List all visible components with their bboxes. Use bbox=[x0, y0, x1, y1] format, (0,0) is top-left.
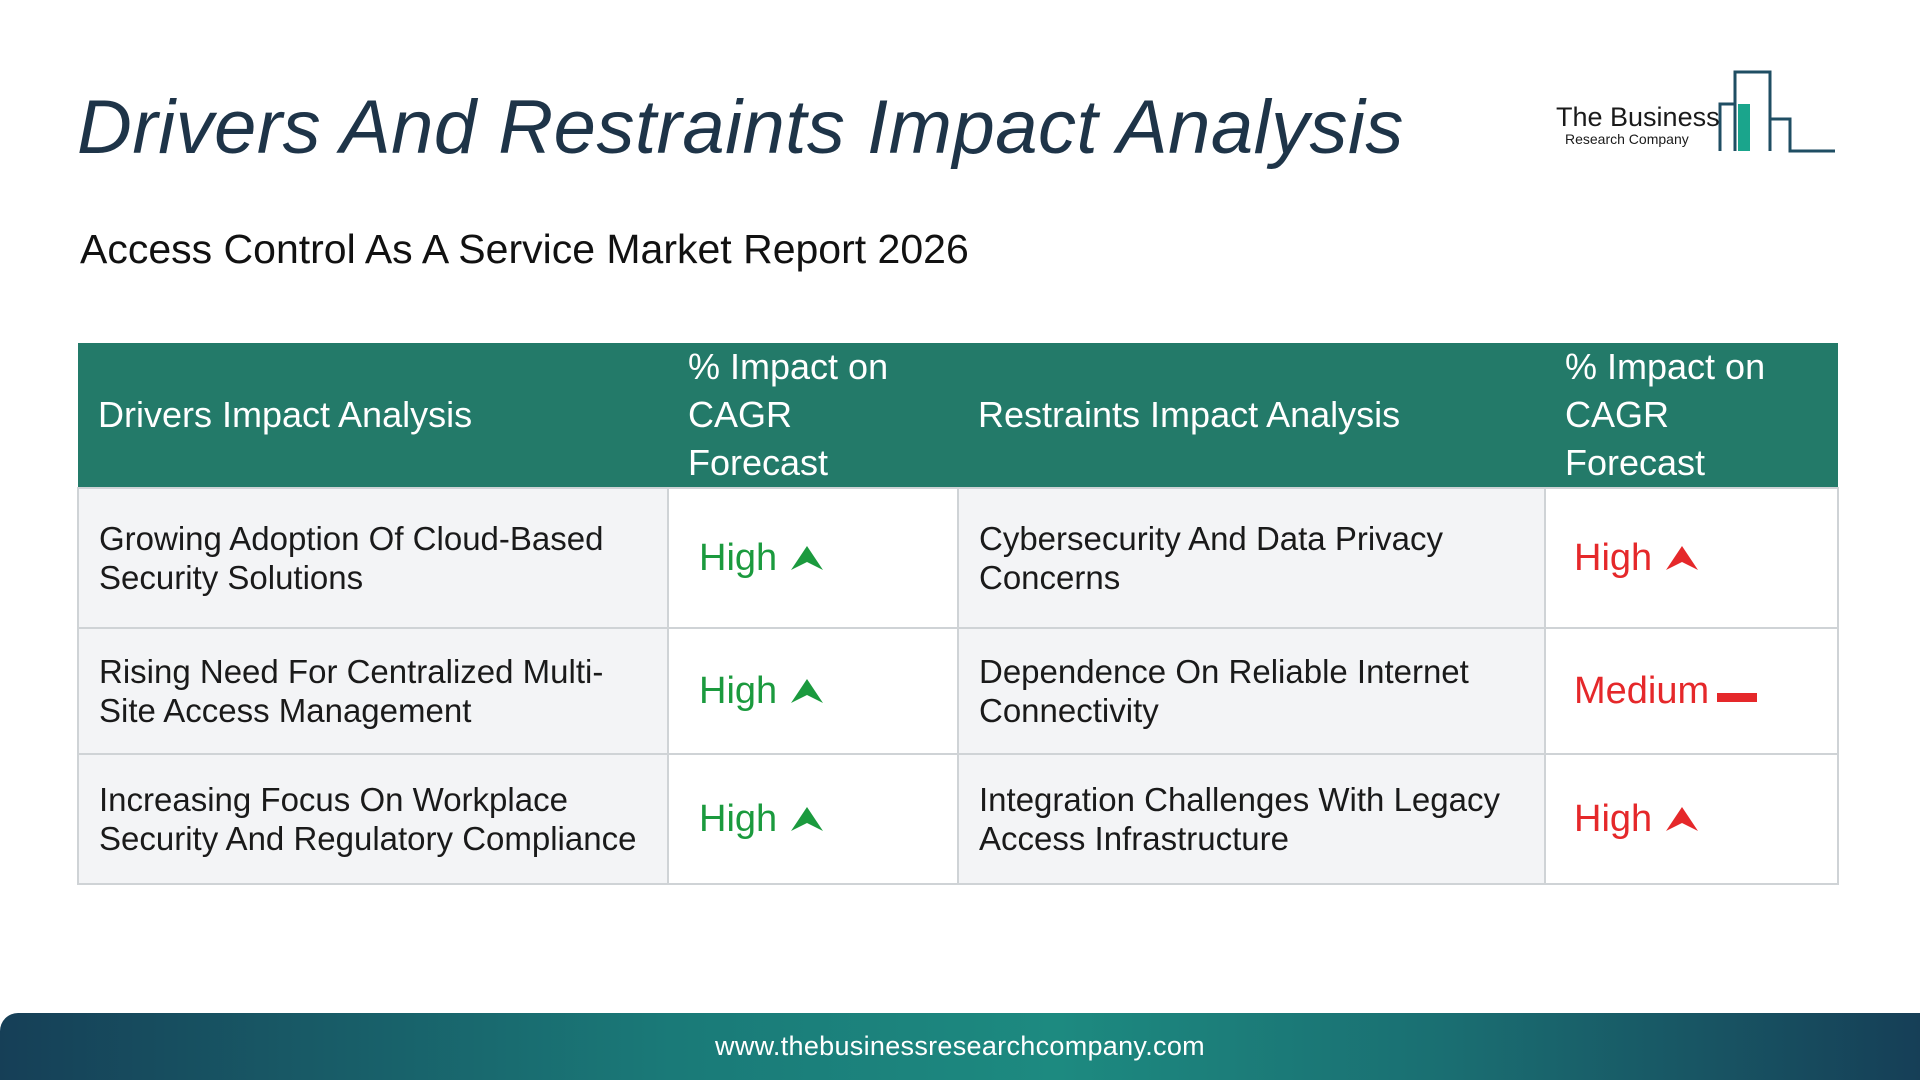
impact-label: Medium bbox=[1574, 669, 1710, 712]
logo-tagline: Research Company bbox=[1565, 131, 1689, 147]
header-restraints-impact: % Impact on CAGR Forecast bbox=[1545, 343, 1838, 488]
dash-icon bbox=[1717, 692, 1758, 702]
restraint-cell: Integration Challenges With Legacy Acces… bbox=[957, 753, 1546, 885]
driver-impact-cell: High bbox=[667, 487, 959, 629]
impact-level: High bbox=[699, 669, 825, 712]
impact-label: High bbox=[699, 797, 778, 840]
page-title: Drivers And Restraints Impact Analysis bbox=[77, 85, 1404, 170]
restraint-impact-cell: High bbox=[1544, 487, 1839, 629]
restraint-cell: Dependence On Reliable Internet Connecti… bbox=[957, 627, 1546, 755]
header-restraints: Restraints Impact Analysis bbox=[958, 343, 1545, 488]
logo-buildings-icon bbox=[1718, 70, 1835, 153]
header-drivers: Drivers Impact Analysis bbox=[78, 343, 668, 488]
restraint-cell: Cybersecurity And Data Privacy Concerns bbox=[957, 487, 1546, 629]
impact-label: High bbox=[1574, 536, 1653, 579]
impact-table: Drivers Impact Analysis % Impact on CAGR… bbox=[77, 343, 1839, 885]
header-drivers-impact: % Impact on CAGR Forecast bbox=[668, 343, 958, 488]
company-logo: The Business Research Company bbox=[1550, 64, 1840, 164]
arrow-up-icon bbox=[1666, 807, 1699, 831]
driver-cell: Rising Need For Centralized Multi-Site A… bbox=[77, 627, 669, 755]
impact-level: Medium bbox=[1574, 669, 1758, 712]
driver-impact-cell: High bbox=[667, 627, 959, 755]
restraint-impact-cell: High bbox=[1544, 753, 1839, 885]
driver-impact-cell: High bbox=[667, 753, 959, 885]
arrow-up-icon bbox=[791, 679, 824, 703]
impact-level: High bbox=[1574, 536, 1700, 579]
impact-label: High bbox=[699, 669, 778, 712]
arrow-up-icon bbox=[791, 807, 824, 831]
restraint-impact-cell: Medium bbox=[1544, 627, 1839, 755]
arrow-up-icon bbox=[1666, 546, 1699, 570]
table-header-row: Drivers Impact Analysis % Impact on CAGR… bbox=[78, 343, 1838, 488]
arrow-up-icon bbox=[791, 546, 824, 570]
driver-cell: Growing Adoption Of Cloud-Based Security… bbox=[77, 487, 669, 629]
report-subtitle: Access Control As A Service Market Repor… bbox=[80, 226, 969, 272]
table-row: Increasing Focus On Workplace Security A… bbox=[77, 753, 1839, 885]
impact-label: High bbox=[699, 536, 778, 579]
driver-cell: Increasing Focus On Workplace Security A… bbox=[77, 753, 669, 885]
impact-level: High bbox=[1574, 797, 1700, 840]
impact-level: High bbox=[699, 797, 825, 840]
impact-level: High bbox=[699, 536, 825, 579]
website-link[interactable]: www.thebusinessresearchcompany.com bbox=[715, 1031, 1205, 1061]
footer-bar: www.thebusinessresearchcompany.com bbox=[0, 1013, 1920, 1080]
logo-name: The Business bbox=[1556, 102, 1720, 132]
table-row: Rising Need For Centralized Multi-Site A… bbox=[77, 627, 1839, 755]
impact-label: High bbox=[1574, 797, 1653, 840]
table-row: Growing Adoption Of Cloud-Based Security… bbox=[77, 487, 1839, 629]
